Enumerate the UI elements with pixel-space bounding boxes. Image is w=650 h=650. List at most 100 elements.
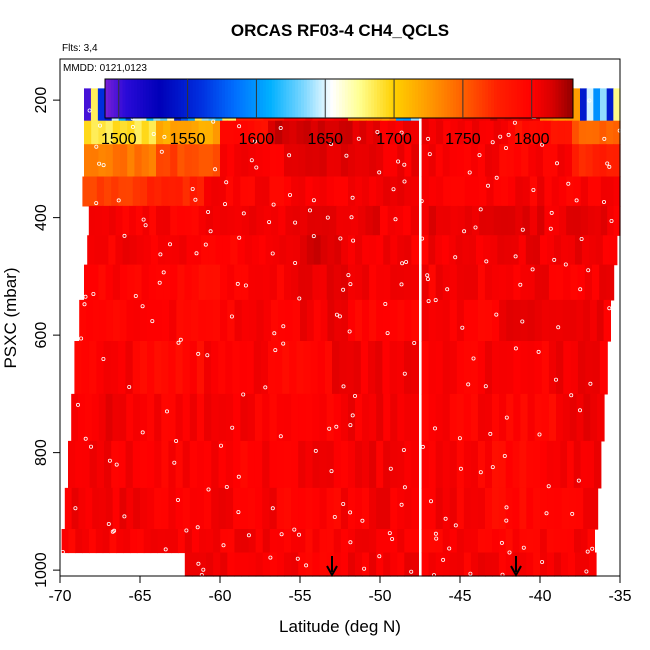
colorbar-cell (470, 79, 475, 118)
heat-cell (479, 205, 487, 236)
heat-cell (340, 440, 349, 489)
heat-cell (157, 235, 166, 266)
heat-cell (606, 88, 614, 122)
colorbar-cell (204, 79, 208, 118)
colorbar-cell (292, 79, 296, 118)
heat-cell (176, 299, 185, 342)
sample-dot (391, 187, 396, 192)
heat-cell (253, 341, 262, 395)
heat-cell (68, 440, 76, 489)
sample-dot (273, 348, 278, 353)
heat-cell (319, 529, 328, 554)
sample-dot (375, 129, 380, 134)
sample-dot (141, 217, 146, 222)
heat-cell (198, 205, 207, 236)
heat-cell (182, 440, 191, 489)
heat-cell (515, 205, 524, 236)
heat-cell (127, 120, 135, 145)
sample-dot (344, 153, 349, 158)
sample-dot (329, 469, 334, 474)
heat-cell (265, 235, 274, 266)
heat-cell (255, 264, 264, 301)
heat-cell (533, 487, 541, 530)
heat-cell (362, 487, 370, 530)
colorbar-cell (245, 79, 249, 118)
sample-dot (83, 436, 88, 441)
heat-cell (541, 341, 550, 395)
heat-cell (156, 144, 164, 178)
heat-cell (125, 341, 134, 395)
heat-cell (353, 341, 362, 395)
heat-cell (102, 529, 111, 554)
sample-markers (60, 88, 622, 578)
heat-cell (312, 264, 321, 301)
heat-cell (175, 393, 184, 442)
heat-cell (333, 176, 342, 207)
heat-cell (298, 440, 306, 489)
colorbar-cell (333, 79, 337, 118)
heat-cell (112, 393, 120, 442)
heat-cell (464, 120, 473, 145)
heat-cell (319, 552, 328, 577)
heat-cell (275, 120, 283, 145)
heat-cell (521, 144, 529, 178)
heat-cell (191, 144, 200, 178)
heat-cell (442, 264, 451, 301)
sample-dot (112, 528, 117, 533)
heat-cell (154, 341, 162, 395)
heat-cell (596, 299, 605, 342)
heat-cell (411, 341, 419, 395)
heat-cell (372, 205, 381, 236)
heat-cell (456, 552, 465, 577)
heat-cell (526, 529, 534, 554)
heat-cell (184, 529, 193, 554)
sample-dot (602, 136, 607, 141)
y-tick-label: 200 (33, 87, 50, 114)
heat-cell (205, 264, 214, 301)
colorbar-cell (254, 79, 258, 118)
sample-dot (338, 236, 343, 241)
heat-cell (118, 440, 127, 489)
heat-cell (333, 440, 342, 489)
colorbar-cell (268, 79, 273, 118)
heat-cell (362, 529, 370, 554)
sample-dot (263, 385, 268, 390)
colorbar-cell (107, 79, 112, 118)
sample-dot (218, 443, 223, 448)
sample-dot (579, 236, 584, 241)
sample-dot (433, 531, 438, 536)
heat-cell (189, 487, 198, 530)
heat-cell (157, 529, 165, 554)
heat-cell (313, 235, 322, 266)
heat-cell (551, 176, 560, 207)
heat-cell (247, 176, 256, 207)
sample-dot (549, 210, 554, 215)
sample-dot (426, 299, 431, 304)
colorbar-cell (336, 79, 340, 118)
heat-cell (324, 341, 333, 395)
heat-cell (276, 176, 285, 207)
heat-cell (421, 440, 430, 489)
sample-dot (507, 550, 512, 555)
heat-cell (348, 264, 356, 301)
heat-cell (442, 529, 451, 554)
colorbar-cell (262, 79, 267, 118)
sample-dot (184, 528, 189, 533)
colorbar-cell (464, 79, 469, 118)
heat-cell (345, 120, 354, 145)
colorbar-cell (350, 79, 355, 118)
heat-cell (456, 144, 465, 178)
heat-cell (112, 144, 121, 178)
colorbar-cell (555, 79, 559, 118)
heat-cell (293, 235, 301, 266)
heat-cell (387, 120, 396, 145)
heat-cell (477, 144, 486, 178)
heat-cell (168, 487, 177, 530)
heat-cell (298, 487, 306, 530)
colorbar-cell (315, 79, 320, 118)
heat-cell (553, 529, 561, 554)
heat-cell (554, 552, 562, 577)
heat-cell (247, 440, 256, 489)
heat-cell (136, 235, 145, 266)
heat-cell (300, 235, 308, 266)
